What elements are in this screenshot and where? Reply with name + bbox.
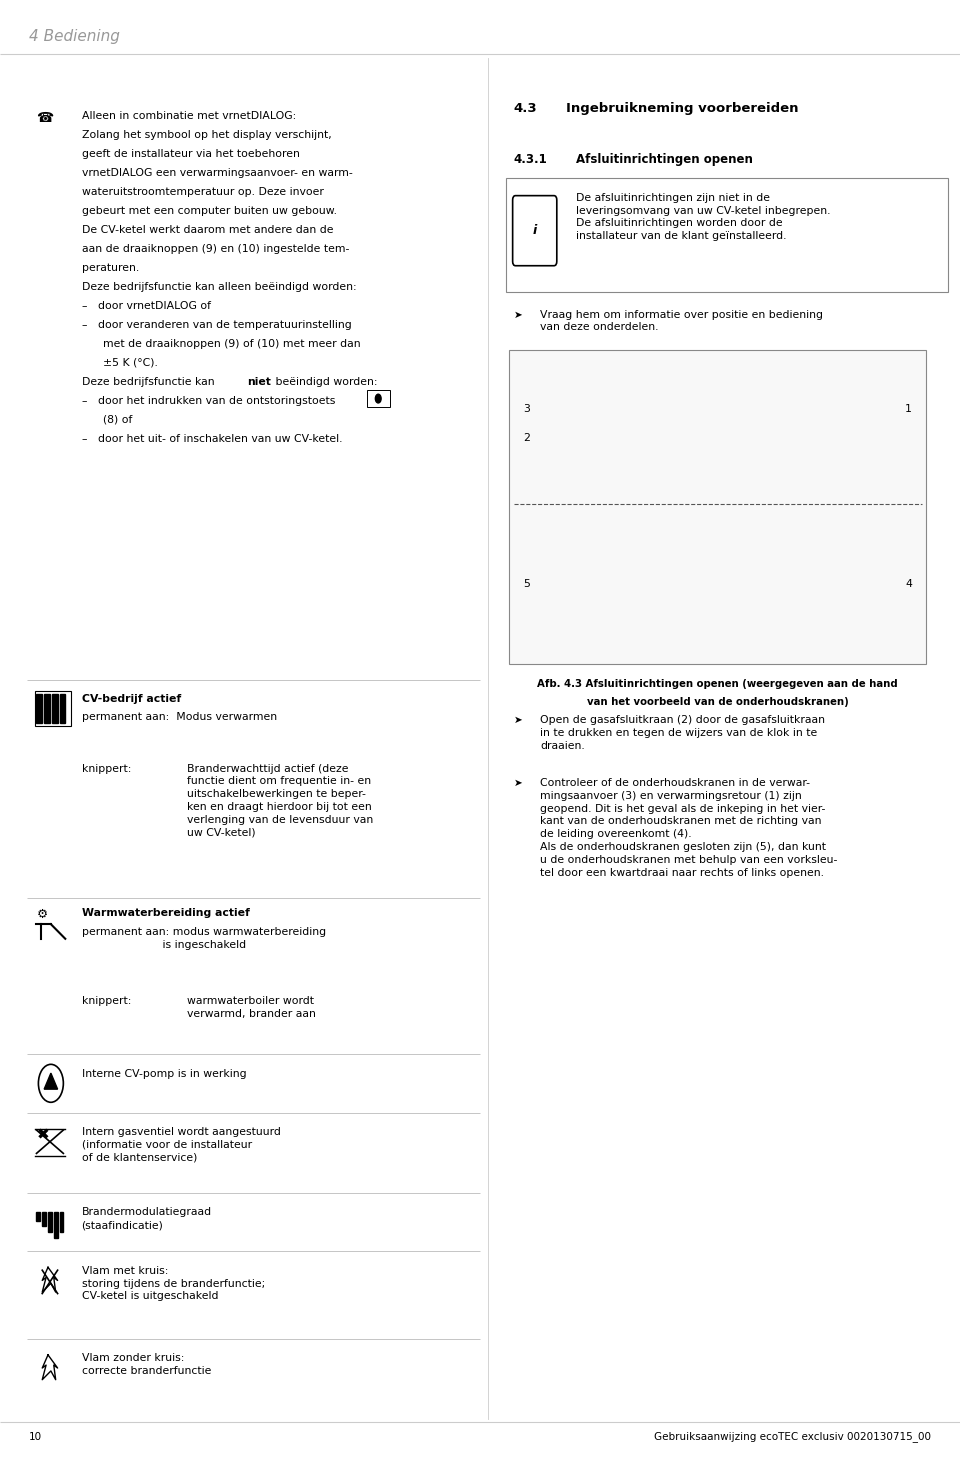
- Bar: [44, 694, 50, 723]
- Text: ➤: ➤: [514, 715, 522, 726]
- Text: Ingebruikneming voorbereiden: Ingebruikneming voorbereiden: [566, 102, 799, 115]
- Text: geeft de installateur via het toebehoren: geeft de installateur via het toebehoren: [82, 149, 300, 159]
- Text: warmwaterboiler wordt
verwarmd, brander aan: warmwaterboiler wordt verwarmd, brander …: [187, 996, 316, 1019]
- Text: De CV-ketel werkt daarom met andere dan de: De CV-ketel werkt daarom met andere dan …: [82, 225, 333, 235]
- Text: ⚙: ⚙: [36, 908, 48, 921]
- Bar: [48, 1212, 52, 1232]
- Text: –   door het indrukken van de ontstoringstoets: – door het indrukken van de ontstoringst…: [82, 396, 335, 406]
- Text: –   door veranderen van de temperatuurinstelling: – door veranderen van de temperatuurinst…: [82, 320, 351, 330]
- FancyBboxPatch shape: [506, 178, 948, 292]
- Text: ➤: ➤: [514, 310, 522, 320]
- Bar: [52, 694, 58, 723]
- Bar: [509, 350, 926, 664]
- Polygon shape: [44, 1073, 58, 1089]
- Text: Deze bedrijfsfunctie kan alleen beëindigd worden:: Deze bedrijfsfunctie kan alleen beëindig…: [82, 282, 356, 292]
- Text: ☎: ☎: [36, 111, 54, 126]
- Text: Interne CV-pomp is in werking: Interne CV-pomp is in werking: [82, 1069, 246, 1079]
- Text: Brandermodulatiegraad
(staafindicatie): Brandermodulatiegraad (staafindicatie): [82, 1207, 212, 1231]
- Text: ➤: ➤: [514, 778, 522, 788]
- Text: Intern gasventiel wordt aangestuurd
(informatie voor de installateur
of de klant: Intern gasventiel wordt aangestuurd (inf…: [82, 1127, 280, 1162]
- Text: 3: 3: [523, 404, 530, 413]
- Text: Warmwaterbereiding actief: Warmwaterbereiding actief: [82, 908, 250, 918]
- Text: CV-bedrijf actief: CV-bedrijf actief: [82, 694, 180, 704]
- Text: Deze bedrijfsfunctie kan: Deze bedrijfsfunctie kan: [82, 377, 218, 387]
- Text: De afsluitinrichtingen zijn niet in de
leveringsomvang van uw CV-ketel inbegrepe: De afsluitinrichtingen zijn niet in de l…: [576, 193, 830, 241]
- Text: Zolang het symbool op het display verschijnt,: Zolang het symbool op het display versch…: [82, 130, 331, 140]
- Text: permanent aan:  Modus verwarmen: permanent aan: Modus verwarmen: [82, 712, 276, 723]
- Text: –   door vrnetDIALOG of: – door vrnetDIALOG of: [82, 301, 210, 311]
- Text: 2: 2: [523, 434, 530, 442]
- Bar: [54, 1212, 58, 1238]
- Text: 5: 5: [523, 580, 530, 588]
- Text: Alleen in combinatie met vrnetDIALOG:: Alleen in combinatie met vrnetDIALOG:: [82, 111, 296, 121]
- Text: i: i: [533, 225, 537, 237]
- Text: ±5 K (°C).: ±5 K (°C).: [82, 358, 157, 368]
- Text: 10: 10: [29, 1432, 42, 1441]
- Text: Vlam zonder kruis:
correcte branderfunctie: Vlam zonder kruis: correcte branderfunct…: [82, 1353, 211, 1377]
- Text: Afsluitinrichtingen openen: Afsluitinrichtingen openen: [576, 153, 753, 166]
- Bar: [42, 1212, 46, 1226]
- Text: Controleer of de onderhoudskranen in de verwar-
mingsaanvoer (3) en verwarmingsr: Controleer of de onderhoudskranen in de …: [540, 778, 838, 877]
- Text: beëindigd worden:: beëindigd worden:: [272, 377, 377, 387]
- Text: 4.3: 4.3: [514, 102, 538, 115]
- Text: 4 Bediening: 4 Bediening: [29, 29, 120, 44]
- Text: 1: 1: [905, 404, 912, 413]
- Text: Afb. 4.3 Afsluitinrichtingen openen (weergegeven aan de hand: Afb. 4.3 Afsluitinrichtingen openen (wee…: [538, 679, 898, 689]
- Text: knippert:: knippert:: [82, 764, 131, 774]
- Circle shape: [375, 394, 381, 403]
- Text: peraturen.: peraturen.: [82, 263, 139, 273]
- Text: Open de gasafsluitkraan (2) door de gasafsluitkraan
in te drukken en tegen de wi: Open de gasafsluitkraan (2) door de gasa…: [540, 715, 826, 750]
- Text: Branderwachttijd actief (deze
functie dient om frequentie in- en
uitschakelbewer: Branderwachttijd actief (deze functie di…: [187, 764, 373, 838]
- FancyBboxPatch shape: [513, 196, 557, 266]
- Bar: [36, 1212, 40, 1221]
- Text: 4: 4: [905, 580, 912, 588]
- Text: (8) of: (8) of: [82, 415, 132, 425]
- Text: Gebruiksaanwijzing ecoTEC exclusiv 0020130715_00: Gebruiksaanwijzing ecoTEC exclusiv 00201…: [654, 1431, 931, 1442]
- Bar: [60, 1212, 63, 1232]
- Text: permanent aan: modus warmwaterbereiding
                       is ingeschakeld: permanent aan: modus warmwaterbereiding …: [82, 927, 325, 950]
- Text: met de draaiknoppen (9) of (10) met meer dan: met de draaiknoppen (9) of (10) met meer…: [82, 339, 360, 349]
- Text: gebeurt met een computer buiten uw gebouw.: gebeurt met een computer buiten uw gebou…: [82, 206, 337, 216]
- Bar: [36, 694, 42, 723]
- Text: ✖: ✖: [36, 1127, 49, 1142]
- Text: aan de draaiknoppen (9) en (10) ingestelde tem-: aan de draaiknoppen (9) en (10) ingestel…: [82, 244, 349, 254]
- Text: vrnetDIALOG een verwarmingsaanvoer- en warm-: vrnetDIALOG een verwarmingsaanvoer- en w…: [82, 168, 352, 178]
- Text: 4.3.1: 4.3.1: [514, 153, 547, 166]
- Bar: [60, 694, 65, 723]
- FancyBboxPatch shape: [367, 390, 390, 407]
- Text: van het voorbeeld van de onderhoudskranen): van het voorbeeld van de onderhoudskrane…: [587, 696, 849, 707]
- Text: –   door het uit- of inschakelen van uw CV-ketel.: – door het uit- of inschakelen van uw CV…: [82, 434, 342, 444]
- Text: niet: niet: [247, 377, 271, 387]
- Text: Vlam met kruis:
storing tijdens de branderfunctie;
CV-ketel is uitgeschakeld: Vlam met kruis: storing tijdens de brand…: [82, 1266, 265, 1301]
- Text: wateruitstroomtemperatuur op. Deze invoer: wateruitstroomtemperatuur op. Deze invoe…: [82, 187, 324, 197]
- Bar: [35, 691, 71, 726]
- Text: Vraag hem om informatie over positie en bediening
van deze onderdelen.: Vraag hem om informatie over positie en …: [540, 310, 824, 333]
- Text: knippert:: knippert:: [82, 996, 131, 1006]
